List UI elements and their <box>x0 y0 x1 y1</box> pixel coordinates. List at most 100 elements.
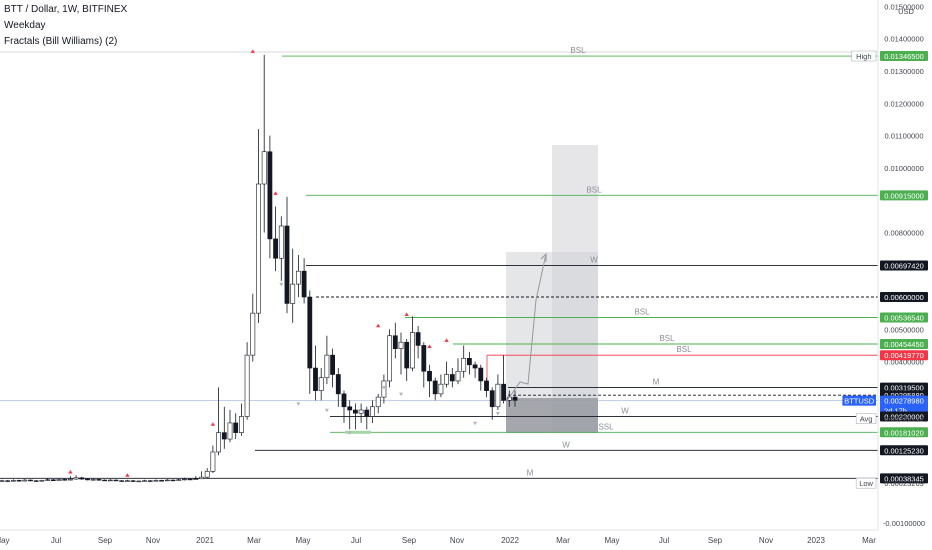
candle-body <box>90 479 96 481</box>
candle <box>204 468 210 478</box>
price-badge-value: 0.00319500 <box>884 384 924 393</box>
candle-body <box>239 416 244 433</box>
candle-body <box>176 479 182 481</box>
time-tick-label: May <box>295 536 310 545</box>
price-badge-bg <box>880 292 928 303</box>
fractals <box>68 49 500 477</box>
candle-body <box>113 479 119 482</box>
price-badge-value: 0.00038345 <box>884 474 924 483</box>
candle <box>0 479 5 482</box>
candle <box>273 206 278 272</box>
time-tick-label: 2021 <box>196 536 214 545</box>
price-badge-bg <box>880 395 928 416</box>
candle-body <box>85 478 90 481</box>
price-badge-countdown: 2d 17h <box>884 407 907 416</box>
candle <box>250 293 256 362</box>
time-tick-label: Mar <box>556 536 570 545</box>
candle-body <box>330 354 335 375</box>
candle-body <box>39 480 45 482</box>
fractal-up-marker <box>273 191 278 195</box>
price-badge-bg <box>880 312 928 323</box>
grid <box>0 51 878 531</box>
price-badge-value: 0.00181020 <box>884 428 924 437</box>
candle <box>193 476 199 480</box>
price-badge: 0.00223142 Avg <box>855 413 924 424</box>
candle-body <box>102 479 107 482</box>
fractal-down-marker <box>399 392 403 397</box>
candle <box>466 351 472 375</box>
candle-body <box>0 480 5 482</box>
candle-body <box>33 480 39 482</box>
candle <box>455 358 461 385</box>
candle <box>16 479 22 482</box>
fractal-up-marker <box>376 323 381 328</box>
candle-body <box>16 480 22 482</box>
candle-body <box>68 478 73 481</box>
candle <box>278 216 284 281</box>
fractal-up-marker <box>125 473 130 477</box>
price-badge-bg <box>880 339 928 350</box>
time-tick-label: May <box>604 536 619 545</box>
lower-zone-box <box>506 398 598 433</box>
candle-body <box>290 283 296 304</box>
fractal-up-marker <box>68 470 73 474</box>
candle-body <box>256 183 261 314</box>
candle-body <box>370 406 375 417</box>
candle <box>427 364 432 398</box>
candle-body <box>5 480 11 482</box>
price-tick-label: -0.00100000 <box>883 519 925 528</box>
candle <box>404 338 410 381</box>
candle-body <box>409 332 415 369</box>
price-badge: 0.00319500 <box>880 382 928 393</box>
price-badge-bg <box>880 445 928 456</box>
price-badge-value: 0.00600000 <box>884 293 924 302</box>
price-badge-value: 0.00536540 <box>884 313 924 322</box>
time-tick-label: Mar <box>247 536 261 545</box>
candle-body <box>392 335 398 349</box>
candle <box>301 258 307 304</box>
fractal-down-marker <box>296 402 301 406</box>
candle <box>449 368 455 388</box>
price-badge: 0.00600000 <box>880 292 928 303</box>
candle-body <box>301 270 307 298</box>
candle <box>199 471 204 480</box>
candle-body <box>318 377 324 391</box>
candle <box>318 368 324 401</box>
candle-body <box>449 374 455 382</box>
candle-body <box>415 332 421 346</box>
time-tick-label: Jul <box>351 536 361 545</box>
candle <box>68 476 73 481</box>
fractal-up-marker <box>444 338 449 342</box>
price-badge-tag: Low <box>859 479 873 488</box>
candle <box>347 400 353 430</box>
price-badge-value: 0.00915000 <box>884 191 924 200</box>
candle-body <box>50 479 56 482</box>
candle <box>341 390 347 423</box>
price-badge: 0.00536540 <box>880 312 928 323</box>
candle-body <box>210 451 216 472</box>
candle <box>147 480 153 482</box>
candle <box>96 478 102 481</box>
time-tick-label: Jul <box>659 536 669 545</box>
price-badge-tag-bg <box>855 477 877 489</box>
candle <box>267 135 273 259</box>
price-badge-value: 0.01346500 <box>884 52 924 61</box>
candle-body <box>193 478 199 480</box>
candle-body <box>142 480 147 482</box>
candle <box>387 329 392 388</box>
candle <box>170 479 176 482</box>
candle <box>501 355 506 404</box>
candle-body <box>204 471 210 478</box>
candle-body <box>484 380 489 391</box>
candle-body <box>432 380 438 395</box>
level-label: BSL <box>676 345 692 354</box>
candle-body <box>147 480 153 482</box>
candle-body <box>472 364 478 369</box>
currency-label: USD <box>898 7 914 16</box>
candle-body <box>313 367 318 391</box>
candle-body <box>461 358 467 372</box>
candle-body <box>352 409 358 414</box>
candle-body <box>96 479 102 481</box>
